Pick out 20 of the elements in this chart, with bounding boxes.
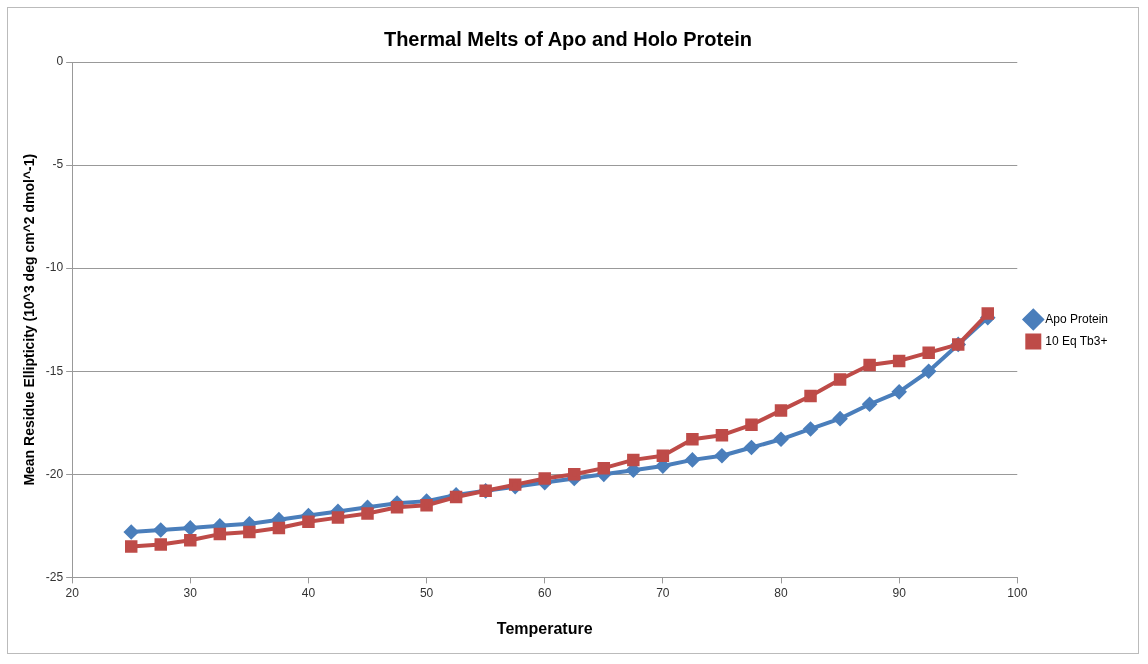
chart-title: Thermal Melts of Apo and Holo Protein bbox=[383, 27, 753, 50]
y-tick-label: -10 bbox=[45, 260, 64, 275]
x-tick-label: 60 bbox=[538, 585, 552, 600]
y-axis-title: Mean Residue Ellipticity (10^3 deg cm^2 dmol^-1) bbox=[21, 153, 38, 486]
y-tick-label: -20 bbox=[45, 466, 64, 481]
x-axis-title: Temperature bbox=[496, 619, 593, 637]
x-tick-label: 80 bbox=[774, 585, 788, 600]
y-tick-label: -15 bbox=[45, 363, 64, 378]
x-tick-label: 90 bbox=[892, 585, 907, 600]
x-tick-label: 40 bbox=[301, 585, 316, 600]
x-tick-label: 100 bbox=[1007, 585, 1028, 600]
x-tick-label: 70 bbox=[656, 585, 670, 600]
y-tick-label: -5 bbox=[52, 157, 64, 172]
legend-label: 10 Eq Tb3+ bbox=[1045, 333, 1108, 348]
x-tick-label: 20 bbox=[65, 585, 80, 600]
legend-label: Apo Protein bbox=[1045, 311, 1109, 326]
x-tick-label: 30 bbox=[183, 585, 198, 600]
y-tick-label: -25 bbox=[45, 569, 64, 584]
x-tick-label: 50 bbox=[419, 585, 434, 600]
y-tick-label: 0 bbox=[56, 54, 64, 69]
